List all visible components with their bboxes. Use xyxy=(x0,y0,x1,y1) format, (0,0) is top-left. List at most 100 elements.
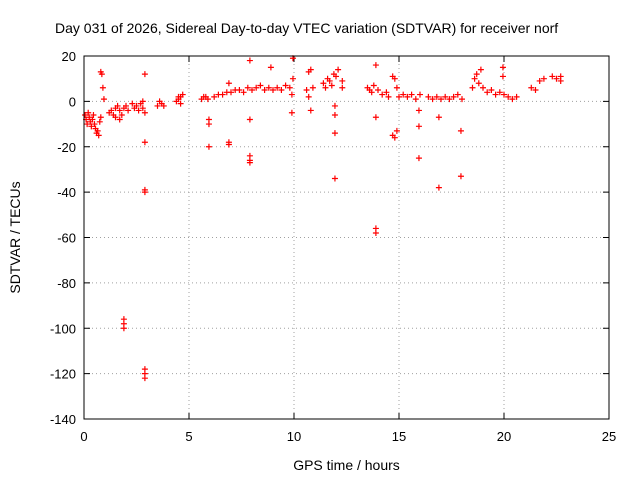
y-tick-label: -120 xyxy=(50,367,76,382)
data-point xyxy=(160,102,167,109)
data-point xyxy=(141,71,148,78)
data-point xyxy=(175,93,182,100)
data-point xyxy=(89,116,96,123)
data-point xyxy=(267,64,274,71)
data-point xyxy=(488,87,495,94)
chart-title: Day 031 of 2026, Sidereal Day-to-day VTE… xyxy=(55,20,558,36)
data-point xyxy=(95,132,102,139)
data-point xyxy=(335,66,342,73)
data-point xyxy=(246,116,253,123)
data-point xyxy=(435,114,442,121)
data-point xyxy=(469,84,476,91)
data-point xyxy=(282,82,289,89)
y-tick-label: -100 xyxy=(50,321,76,336)
data-point xyxy=(553,75,560,82)
data-point xyxy=(404,93,411,100)
data-point xyxy=(125,107,132,114)
y-tick-label: 0 xyxy=(69,94,76,109)
data-point xyxy=(450,93,457,100)
data-point xyxy=(391,75,398,82)
data-point xyxy=(536,77,543,84)
data-point xyxy=(484,89,491,96)
data-point xyxy=(98,71,105,78)
x-tick-label: 10 xyxy=(287,429,301,444)
data-point xyxy=(205,121,212,128)
data-point xyxy=(99,84,106,91)
data-point xyxy=(372,62,379,69)
data-point xyxy=(211,93,218,100)
data-point xyxy=(108,107,115,114)
data-point xyxy=(549,73,556,80)
data-point xyxy=(393,127,400,134)
data-point xyxy=(499,73,506,80)
data-point xyxy=(415,123,422,130)
data-point xyxy=(177,100,184,107)
data-point xyxy=(253,84,260,91)
data-point xyxy=(228,89,234,96)
data-point xyxy=(225,80,232,87)
data-point xyxy=(372,114,379,121)
data-point xyxy=(331,175,338,182)
data-point xyxy=(509,96,516,103)
x-tick-label: 20 xyxy=(497,429,511,444)
data-point xyxy=(261,87,268,94)
data-point xyxy=(305,93,312,100)
data-point xyxy=(339,77,346,84)
data-point xyxy=(385,93,392,100)
data-point xyxy=(91,121,98,128)
y-tick-label: -80 xyxy=(57,276,76,291)
data-point xyxy=(446,96,453,103)
data-point xyxy=(244,84,251,91)
data-point xyxy=(307,107,314,114)
data-point xyxy=(86,114,93,121)
data-point xyxy=(139,105,146,112)
data-point xyxy=(499,64,506,71)
data-point xyxy=(459,96,465,103)
data-point xyxy=(328,82,335,89)
data-point xyxy=(265,84,272,91)
x-tick-label: 5 xyxy=(185,429,192,444)
data-point xyxy=(88,123,95,130)
data-point xyxy=(135,107,142,114)
data-point xyxy=(415,107,422,114)
data-point xyxy=(496,89,503,96)
data-point xyxy=(417,91,423,98)
data-point xyxy=(289,75,296,82)
data-point xyxy=(288,109,295,116)
data-point xyxy=(246,57,253,64)
data-point xyxy=(154,102,161,109)
data-point xyxy=(270,87,276,94)
data-point xyxy=(435,184,442,191)
data-point xyxy=(454,91,461,98)
data-point xyxy=(528,84,535,91)
data-point xyxy=(219,91,226,98)
data-point xyxy=(333,73,339,80)
data-point xyxy=(379,91,386,98)
data-point xyxy=(205,143,212,150)
data-point xyxy=(141,109,148,116)
data-point xyxy=(480,84,486,91)
data-point xyxy=(326,77,333,84)
data-point xyxy=(532,87,539,94)
data-point xyxy=(412,96,419,103)
data-point xyxy=(278,87,285,94)
data-point xyxy=(100,96,107,103)
y-tick-label: -40 xyxy=(57,185,76,200)
data-point xyxy=(246,159,253,166)
data-point xyxy=(370,82,377,89)
data-point xyxy=(475,80,482,87)
data-points xyxy=(82,55,564,382)
y-tick-label: -60 xyxy=(57,231,76,246)
data-point xyxy=(501,91,507,98)
data-point xyxy=(123,102,129,109)
data-point xyxy=(141,189,148,196)
data-point xyxy=(540,75,547,82)
data-point xyxy=(471,75,478,82)
data-point xyxy=(240,89,247,96)
data-point xyxy=(97,114,104,121)
data-point xyxy=(331,130,338,137)
data-point xyxy=(383,89,390,96)
data-point xyxy=(492,91,499,98)
data-point xyxy=(118,111,125,118)
data-point xyxy=(307,66,314,73)
